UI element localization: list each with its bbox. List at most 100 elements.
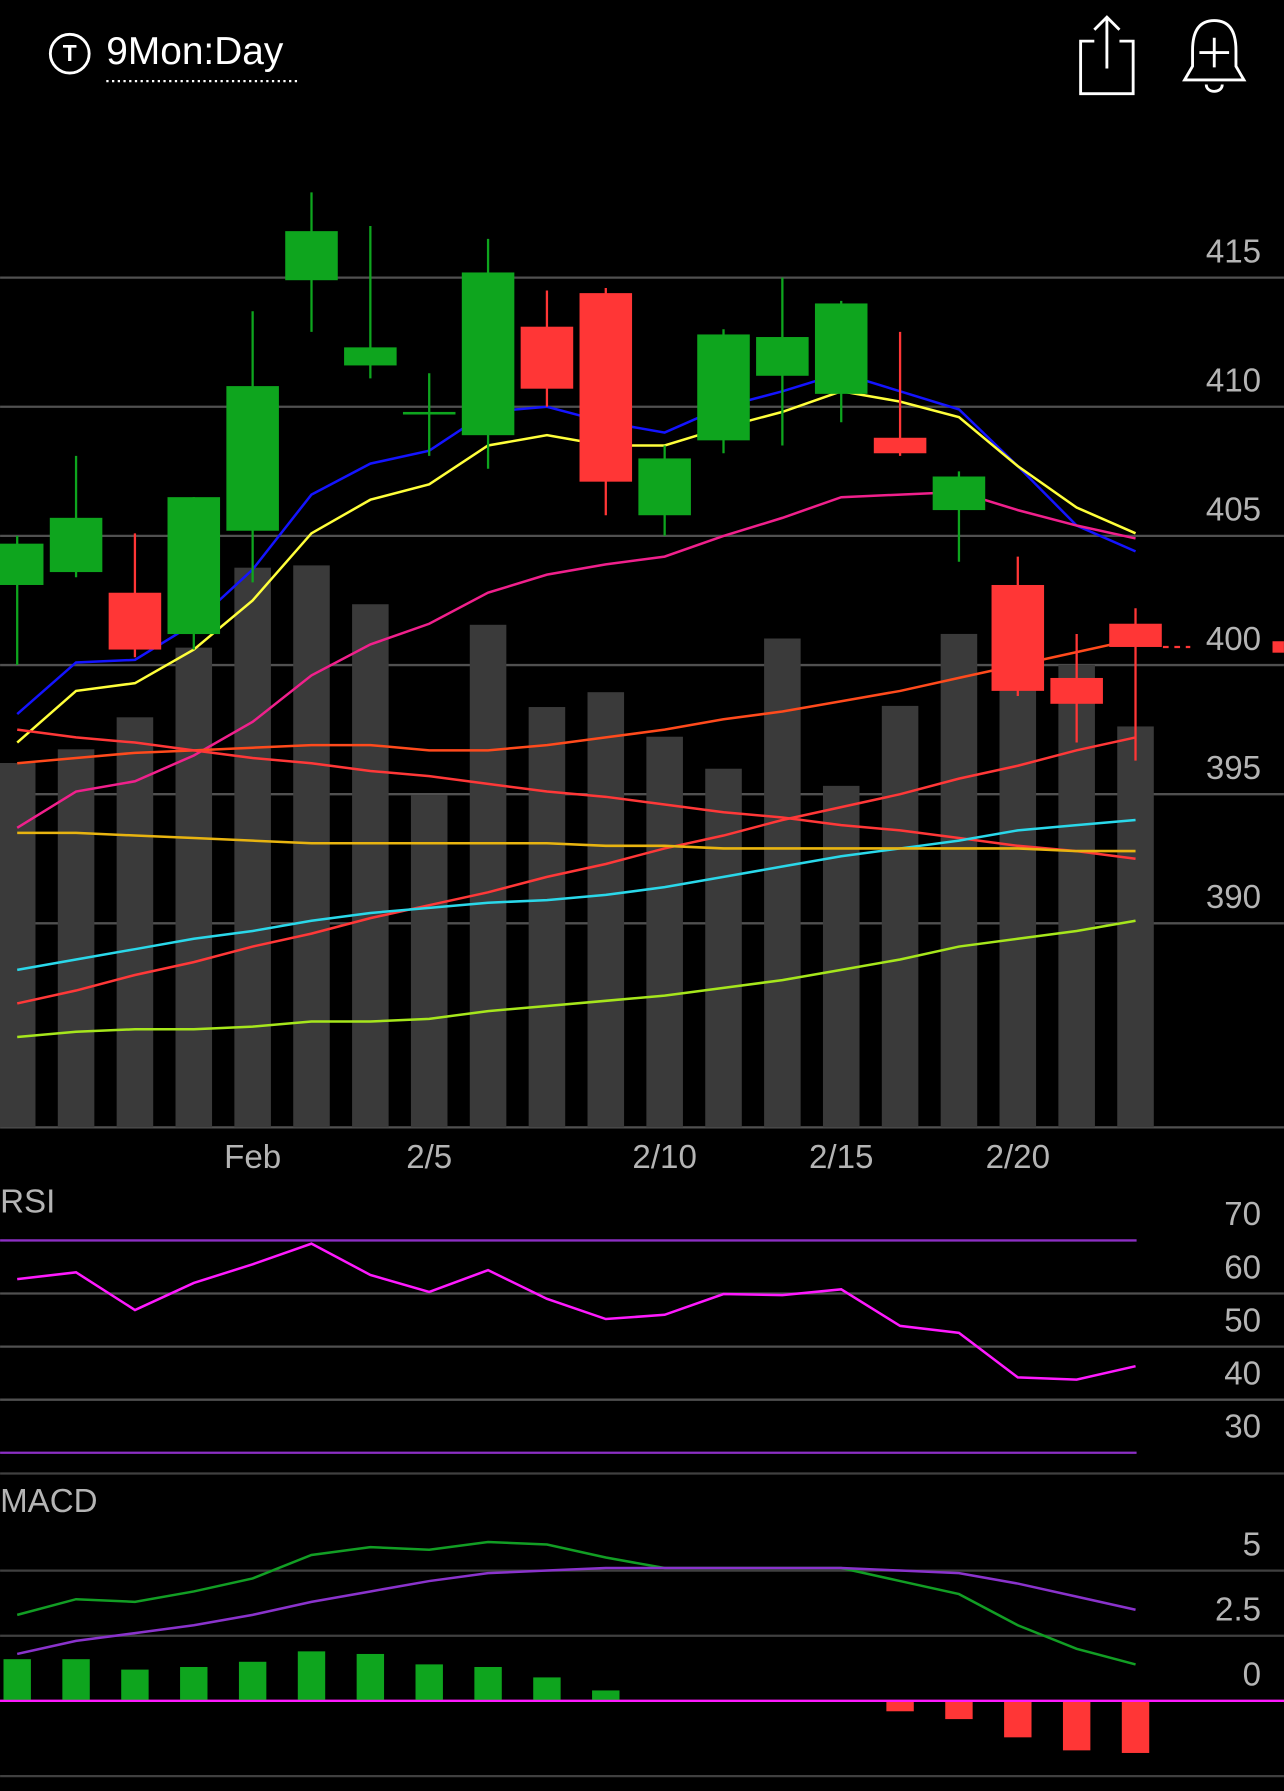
ticker-icon[interactable] (48, 32, 91, 75)
volume-bar (0, 763, 36, 1128)
indicator-line (16, 1566, 1136, 1656)
volume-bar (999, 685, 1037, 1128)
macd-bar (415, 1664, 443, 1701)
y-tick-label: 50 (1224, 1302, 1261, 1339)
candle-body (461, 272, 515, 436)
y-tick-label: 415 (1206, 233, 1261, 270)
y-tick-label: 70 (1224, 1196, 1261, 1233)
volume-bar (764, 638, 801, 1128)
y-tick-label: 400 (1206, 621, 1261, 658)
macd-bar (297, 1651, 326, 1701)
volume-bar (881, 705, 919, 1128)
volume-bar (587, 692, 625, 1128)
y-tick-label: 5 (1243, 1526, 1261, 1563)
candle-body (932, 476, 986, 511)
share-arrow (1093, 15, 1121, 69)
volume-bar (410, 794, 448, 1128)
macd-bar (180, 1666, 208, 1701)
y-tick-label: 405 (1206, 492, 1261, 529)
volume-bar (646, 736, 683, 1128)
y-tick-label: 2.5 (1215, 1591, 1261, 1628)
candle-body (0, 543, 44, 585)
candle-body (167, 497, 221, 635)
macd-bar (533, 1677, 561, 1701)
candle-body (756, 337, 809, 376)
indicator-line (16, 818, 1136, 972)
header: T 9Mon:Day (48, 15, 1247, 96)
indicator-line (17, 1242, 1136, 1381)
candle-body (402, 411, 456, 415)
macd-bar (474, 1666, 502, 1701)
indicator-line (17, 919, 1136, 1039)
volume-bar (528, 707, 566, 1128)
y-tick-label: 410 (1206, 363, 1261, 400)
volume-bar (469, 624, 507, 1128)
volume-bar (822, 785, 860, 1128)
candle-body (49, 517, 103, 573)
share-button[interactable] (1079, 15, 1135, 96)
candle-body (226, 386, 279, 531)
x-tick-label: 2/20 (986, 1139, 1050, 1176)
alert-button[interactable] (1182, 19, 1247, 93)
period-selector[interactable]: 9Mon:Day (106, 30, 284, 73)
candle-body (638, 458, 691, 516)
x-tick-label: 2/15 (809, 1139, 873, 1176)
x-tick-label: Feb (224, 1139, 281, 1176)
volume-bar (705, 768, 742, 1128)
candle-body (1109, 623, 1162, 647)
last-price-marker (1272, 641, 1284, 653)
volume-bar (293, 565, 330, 1128)
indicator-line (16, 736, 1136, 1005)
panel-title: RSI (0, 1184, 55, 1221)
indicator-line (16, 1540, 1136, 1666)
candle-body (285, 231, 338, 281)
macd-bar (945, 1700, 973, 1720)
candle-body (991, 584, 1045, 691)
volume-bar (940, 633, 978, 1128)
x-tick-label: 2/10 (632, 1139, 696, 1176)
volume-bar (1117, 726, 1154, 1128)
volume-bar (352, 604, 389, 1128)
macd-bar (592, 1690, 620, 1701)
macd-bar (238, 1661, 267, 1701)
candle-body (697, 334, 750, 441)
volume-bar (175, 647, 213, 1128)
candle-body (520, 326, 574, 389)
y-tick-label: 390 (1206, 879, 1261, 916)
indicator-line (17, 831, 1136, 853)
macd-bar (62, 1659, 90, 1701)
x-tick-label: 2/5 (406, 1139, 452, 1176)
volume-bar (234, 567, 271, 1128)
bell-clapper (1204, 84, 1224, 93)
macd-bar (1004, 1700, 1032, 1738)
candle-body (814, 303, 868, 394)
candle-body (1050, 677, 1103, 704)
y-tick-label: 40 (1224, 1355, 1261, 1392)
macd-bar (3, 1659, 31, 1701)
macd-bar (356, 1653, 385, 1701)
candle-body (344, 347, 397, 366)
y-tick-label: 30 (1224, 1409, 1261, 1446)
macd-bar (1062, 1700, 1091, 1751)
macd-bar (1121, 1700, 1150, 1753)
share-box (1079, 39, 1135, 96)
panel-title: MACD (0, 1483, 98, 1520)
y-tick-label: 60 (1224, 1249, 1261, 1286)
indicator-line (17, 728, 1136, 860)
indicator-line (17, 637, 1136, 765)
bell-plus (1199, 37, 1230, 68)
macd-bar (121, 1669, 149, 1701)
y-tick-label: 0 (1243, 1657, 1261, 1694)
ticker-icon-letter: T (63, 40, 77, 66)
volume-bar (116, 717, 154, 1128)
volume-bar (57, 749, 95, 1128)
y-tick-label: 395 (1206, 750, 1261, 787)
candle-body (108, 592, 162, 650)
candle-body (873, 437, 927, 454)
bell (1182, 19, 1247, 82)
indicator-line (16, 390, 1137, 744)
candle-body (579, 293, 633, 482)
macd-bar (886, 1700, 914, 1712)
